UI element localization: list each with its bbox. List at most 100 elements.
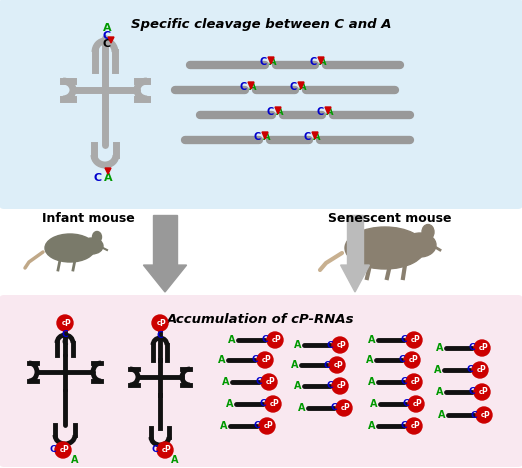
Ellipse shape: [45, 234, 95, 262]
Text: c: c: [479, 389, 482, 395]
Text: P: P: [483, 410, 490, 419]
Circle shape: [265, 396, 281, 412]
FancyBboxPatch shape: [0, 295, 522, 467]
Text: P: P: [482, 388, 488, 396]
Text: A: A: [434, 365, 442, 375]
Text: P: P: [275, 336, 280, 344]
Text: C: C: [467, 366, 473, 374]
Text: c: c: [62, 320, 66, 326]
Ellipse shape: [404, 233, 436, 257]
Circle shape: [332, 378, 348, 394]
Text: A: A: [276, 107, 283, 117]
Text: A: A: [222, 377, 230, 387]
Text: C: C: [324, 360, 330, 370]
Circle shape: [408, 396, 424, 412]
Text: A: A: [228, 335, 236, 345]
Text: A: A: [294, 340, 302, 350]
Text: C: C: [317, 107, 324, 117]
Text: C: C: [267, 107, 274, 117]
Circle shape: [157, 442, 173, 458]
Text: C: C: [254, 422, 260, 431]
Circle shape: [406, 418, 422, 434]
Text: C: C: [327, 381, 334, 390]
Circle shape: [472, 362, 488, 378]
Circle shape: [476, 407, 492, 423]
Text: c: c: [269, 401, 274, 407]
Text: P: P: [480, 366, 485, 374]
Text: C: C: [260, 57, 267, 67]
Text: C: C: [50, 446, 56, 454]
Text: P: P: [413, 336, 419, 344]
Text: c: c: [157, 320, 161, 326]
Text: C: C: [401, 378, 407, 387]
Text: A: A: [220, 421, 228, 431]
Text: C: C: [152, 446, 158, 454]
Text: A: A: [171, 455, 179, 465]
Text: C: C: [331, 403, 337, 412]
Text: A: A: [104, 173, 113, 183]
Text: A: A: [368, 335, 376, 345]
Text: C: C: [103, 31, 111, 41]
Text: C: C: [62, 338, 68, 347]
Circle shape: [57, 315, 73, 331]
Circle shape: [474, 340, 490, 356]
Text: C: C: [304, 132, 311, 142]
Text: A: A: [366, 355, 374, 365]
Text: C: C: [399, 356, 405, 365]
Circle shape: [406, 332, 422, 348]
Text: P: P: [164, 446, 170, 454]
Text: c: c: [340, 405, 345, 411]
Text: C: C: [310, 57, 317, 67]
Text: P: P: [412, 356, 418, 365]
Text: P: P: [63, 446, 68, 454]
Circle shape: [257, 352, 273, 368]
Text: C: C: [254, 132, 261, 142]
Text: c: c: [337, 383, 340, 389]
Text: P: P: [267, 422, 272, 431]
Text: c: c: [264, 423, 268, 429]
Text: C: C: [259, 400, 266, 409]
Text: C: C: [240, 82, 247, 92]
Text: c: c: [266, 379, 269, 385]
Circle shape: [406, 374, 422, 390]
Text: A: A: [368, 421, 376, 431]
Circle shape: [152, 315, 168, 331]
Text: Senescent mouse: Senescent mouse: [328, 212, 452, 225]
Text: A: A: [313, 132, 321, 142]
Text: c: c: [334, 362, 338, 368]
Polygon shape: [298, 82, 304, 89]
Text: A: A: [218, 355, 226, 365]
Text: c: c: [410, 423, 414, 429]
Text: P: P: [265, 356, 270, 365]
Text: P: P: [272, 400, 278, 409]
Polygon shape: [312, 132, 318, 139]
Text: Specific cleavage between C and A: Specific cleavage between C and A: [130, 18, 392, 31]
Text: C: C: [471, 410, 477, 419]
Text: c: c: [60, 447, 64, 453]
Polygon shape: [153, 215, 177, 265]
Text: c: c: [271, 337, 276, 343]
Polygon shape: [340, 265, 370, 292]
Ellipse shape: [81, 238, 103, 254]
Text: c: c: [479, 345, 482, 351]
Text: C: C: [327, 341, 334, 350]
Text: P: P: [413, 422, 419, 431]
Text: P: P: [160, 319, 165, 328]
Text: A: A: [438, 410, 446, 420]
Text: A: A: [298, 403, 306, 413]
Text: A: A: [294, 381, 302, 391]
Text: c: c: [410, 379, 414, 385]
Text: C: C: [256, 378, 263, 387]
Text: c: c: [412, 401, 417, 407]
Text: C: C: [252, 356, 258, 365]
Text: A: A: [299, 82, 306, 92]
Circle shape: [474, 384, 490, 400]
Text: C: C: [290, 82, 297, 92]
Text: c: c: [161, 447, 165, 453]
Polygon shape: [144, 265, 186, 292]
Text: c: c: [337, 342, 340, 348]
Text: A: A: [263, 132, 270, 142]
Text: A: A: [226, 399, 234, 409]
Circle shape: [261, 374, 277, 390]
Polygon shape: [325, 107, 331, 114]
